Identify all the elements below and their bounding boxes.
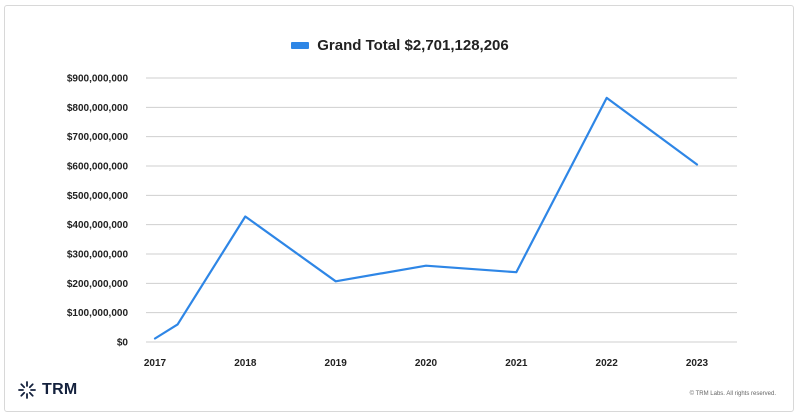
x-tick-label: 2017	[144, 358, 167, 369]
legend-label: Grand Total $2,701,128,206	[317, 37, 509, 55]
y-tick-label: $100,000,000	[67, 308, 129, 319]
y-tick-label: $400,000,000	[67, 220, 129, 231]
chart-card	[4, 5, 794, 412]
y-tick-label: $500,000,000	[67, 191, 129, 202]
grid-lines	[146, 77, 737, 343]
trm-logo: TRM	[17, 380, 78, 400]
legend-swatch	[291, 41, 310, 49]
x-axis-tick-labels: 2017 2018 2019 2020 2021 2022 2023	[144, 358, 709, 369]
x-tick-label: 2021	[505, 358, 528, 369]
y-tick-label: $700,000,000	[67, 132, 129, 143]
trm-logo-icon	[18, 381, 36, 399]
x-tick-label: 2018	[234, 358, 257, 369]
series-line	[153, 96, 699, 340]
logo-text: TRM	[42, 381, 78, 398]
y-tick-label: $600,000,000	[67, 162, 129, 173]
y-tick-label: $800,000,000	[67, 103, 129, 114]
y-axis-tick-labels: $0 $100,000,000 $200,000,000 $300,000,000 $4…	[67, 74, 129, 349]
y-tick-label: $300,000,000	[67, 250, 129, 261]
x-tick-label: 2023	[686, 358, 709, 369]
x-tick-label: 2019	[325, 358, 348, 369]
y-tick-label: $200,000,000	[67, 279, 129, 290]
x-tick-label: 2022	[596, 358, 619, 369]
x-tick-label: 2020	[415, 358, 438, 369]
series-layer	[153, 96, 699, 340]
copyright-text: © TRM Labs. All rights reserved.	[689, 391, 776, 397]
chart-legend: Grand Total $2,701,128,206	[0, 36, 800, 56]
y-tick-label: $0	[117, 338, 129, 349]
y-tick-label: $900,000,000	[67, 74, 129, 85]
